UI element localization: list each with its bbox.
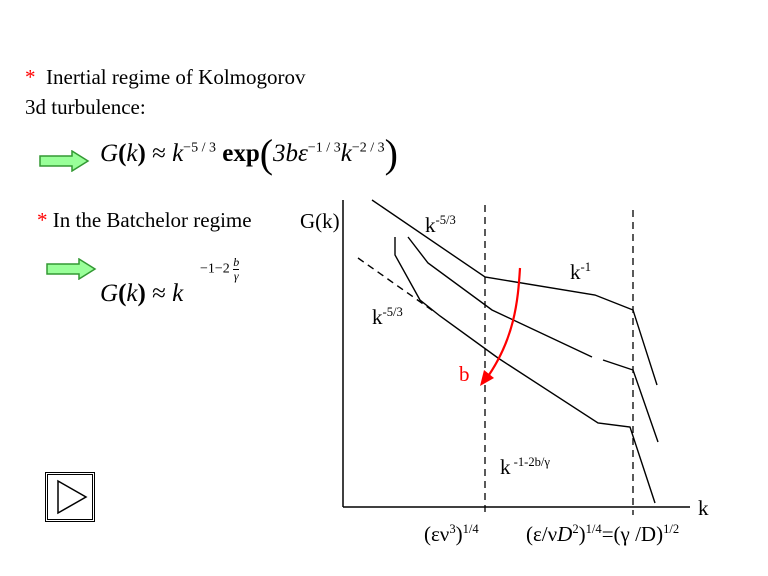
red-arrow-b [483, 267, 522, 383]
arrow-label-b: b [459, 362, 470, 386]
y-axis-label: G(k) [300, 209, 340, 233]
play-button[interactable] [45, 472, 95, 522]
label-k53-left: k-5/3 [372, 305, 403, 329]
label-k53-top: k-5/3 [425, 213, 456, 237]
x-axis-label: k [698, 496, 709, 520]
tick-label-2: (ε/νD2)1/4=(γ /D)1/2 [526, 522, 680, 546]
bullet1-line1: * Inertial regime of Kolmogorov [25, 65, 306, 90]
green-right-arrow-icon [46, 258, 97, 280]
label-k1: k-1 [570, 260, 591, 284]
formula2: G(k) ≈ k [100, 280, 184, 307]
formula2-exponent: −1−2 b γ [200, 255, 240, 283]
bullet1-line2: 3d turbulence: [25, 95, 146, 119]
dashed-extension [357, 257, 437, 314]
formula1: G(k) ≈ k−5 / 3 exp(3bε−1 / 3k−2 / 3) [100, 131, 398, 176]
spectrum-curve-3 [394, 237, 656, 504]
bullet2: * In the Batchelor regime [37, 208, 252, 233]
bullet2-star: * [37, 208, 48, 232]
tick-label-1: (εν3)1/4 [424, 522, 479, 546]
spectrum-curve-2b [602, 359, 659, 443]
bullet2-text: In the Batchelor regime [52, 208, 252, 232]
label-batchelor-slope: k -1-2b/γ [500, 455, 550, 479]
bullet1-text: Inertial regime of Kolmogorov [46, 65, 306, 89]
spectrum-curve-1 [371, 199, 658, 386]
bullet1-star: * [25, 65, 36, 89]
green-right-arrow-icon [39, 150, 90, 172]
spectrum-curve-2a [407, 236, 593, 358]
red-arrowhead-icon [480, 370, 494, 386]
play-triangle-icon [57, 479, 88, 515]
